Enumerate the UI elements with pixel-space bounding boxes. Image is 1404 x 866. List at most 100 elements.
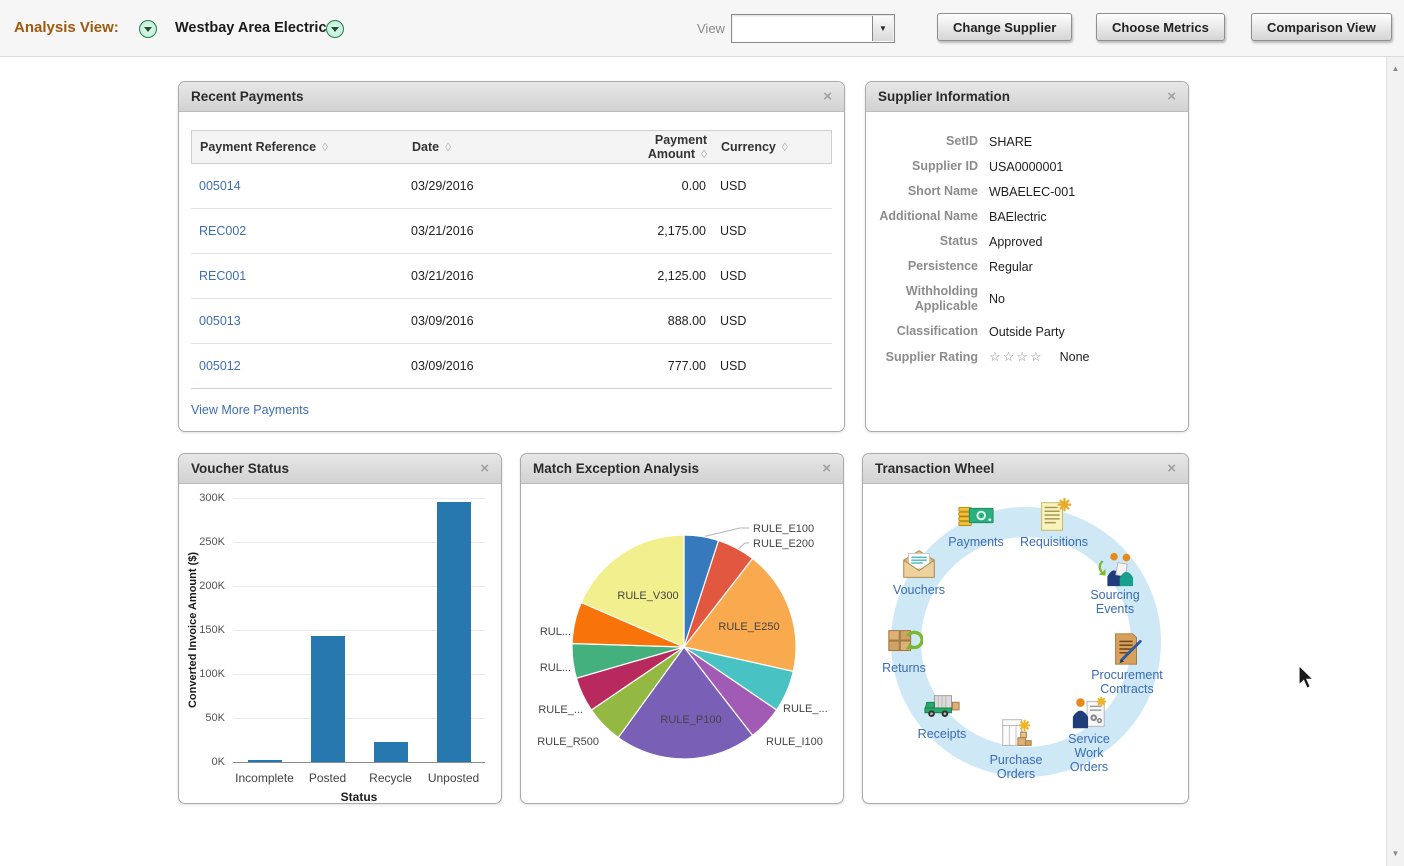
x-tick-label: Posted — [308, 771, 347, 785]
gridline — [233, 630, 485, 631]
voucher-status-header: Voucher Status × — [179, 454, 501, 484]
sort-icon[interactable]: ◊ — [322, 140, 328, 154]
wheel-item-purchase-orders[interactable]: Purchase Orders — [974, 715, 1058, 781]
view-select-arrow-icon[interactable]: ▼ — [872, 16, 893, 41]
wheel-item-label[interactable]: Sourcing Events — [1090, 588, 1140, 616]
field-label: Status — [939, 234, 978, 248]
pie-slice-5[interactable] — [617, 646, 754, 760]
pie-chart: RULE_E100 RULE_E200 RULE_E250 RULE_... RULE_… — [537, 523, 828, 760]
pie-slice-10[interactable] — [580, 534, 685, 648]
column-header-ref: Payment Reference ◊ — [200, 140, 328, 154]
gridline — [233, 542, 485, 543]
pie-slice-label: RULE_V300 — [617, 590, 678, 602]
wheel-item-label[interactable]: Returns — [882, 661, 926, 675]
wheel-item-returns[interactable]: Returns — [862, 623, 946, 675]
info-field: Short Name WBAELEC-001 — [866, 184, 1176, 199]
y-tick-label: 100K — [199, 668, 225, 680]
sort-icon[interactable]: ◊ — [701, 147, 707, 161]
wheel-item-label[interactable]: Service Work Orders — [1068, 732, 1110, 774]
close-icon[interactable]: × — [1167, 88, 1176, 105]
requisitions-icon — [1035, 497, 1073, 535]
wheel-item-requisitions[interactable]: Requisitions — [1002, 497, 1106, 549]
bar-incomplete — [247, 760, 282, 762]
sourcing-events-icon — [1096, 550, 1134, 588]
y-tick-label: 250K — [199, 536, 225, 548]
pie-slice-label: RULE_... — [538, 704, 583, 716]
wheel-item-label[interactable]: Requisitions — [1019, 535, 1089, 549]
table-row: REC001 03/21/2016 2,125.00 USD — [191, 254, 832, 299]
wheel-item-vouchers[interactable]: Vouchers — [874, 545, 964, 597]
payment-reference-link[interactable]: REC002 — [199, 224, 247, 238]
gridline — [233, 498, 485, 499]
transaction-wheel-panel: Transaction Wheel × Payments Requisitions… — [862, 453, 1189, 804]
comparison-view-button[interactable]: Comparison View — [1251, 13, 1392, 41]
close-icon[interactable]: × — [1167, 460, 1176, 477]
wheel-item-sourcing-events[interactable]: Sourcing Events — [1075, 550, 1155, 616]
payment-amount: 777.00 — [667, 359, 706, 373]
payment-reference-link[interactable]: 005013 — [199, 314, 241, 328]
payment-reference-link[interactable]: REC001 — [199, 269, 247, 283]
payments-table: Payment Reference ◊ Date ◊ Payment Amount ◊ Cu… — [191, 130, 832, 389]
pie-slice-label: RULE_E200 — [753, 538, 814, 550]
view-label: View — [697, 21, 725, 36]
match-exception-title: Match Exception Analysis — [533, 461, 700, 476]
wheel-item-label[interactable]: Procurement Contracts — [1091, 668, 1163, 696]
wheel-item-label[interactable]: Payments — [948, 535, 1004, 549]
bar-recycle — [373, 741, 408, 762]
transaction-wheel-header: Transaction Wheel × — [863, 454, 1188, 484]
payment-currency: USD — [720, 224, 747, 238]
payment-reference-link[interactable]: 005014 — [199, 179, 241, 193]
analysis-view-dropdown-icon[interactable] — [139, 20, 157, 38]
info-field: SetID SHARE — [866, 134, 1176, 149]
close-icon[interactable]: × — [822, 460, 831, 477]
wheel-item-procurement-contracts[interactable]: Procurement Contracts — [1075, 630, 1179, 696]
top-toolbar: Analysis View: Westbay Area Electric- Vi… — [0, 0, 1404, 57]
sort-icon[interactable]: ◊ — [445, 140, 452, 154]
sort-icon[interactable]: ◊ — [781, 140, 788, 154]
close-icon[interactable]: × — [823, 88, 832, 105]
pie-slice-label: RULE_E250 — [718, 621, 779, 633]
field-value: Outside Party — [989, 324, 1065, 339]
payment-reference-link[interactable]: 005012 — [199, 359, 241, 373]
field-label: SetID — [946, 134, 978, 148]
vouchers-icon — [900, 545, 938, 583]
change-supplier-button[interactable]: Change Supplier — [937, 13, 1073, 41]
view-select[interactable]: ▼ — [731, 14, 895, 43]
bar-chart-x-axis-title: Status — [340, 790, 378, 804]
recent-payments-title: Recent Payments — [191, 89, 304, 104]
pie-slice-label: RUL... — [540, 662, 571, 674]
field-label: Classification — [896, 324, 978, 338]
wheel-item-label[interactable]: Vouchers — [892, 583, 946, 597]
match-exception-chart: RULE_E100 RULE_E200 RULE_E250 RULE_... RULE_… — [521, 484, 843, 804]
analysis-view-label: Analysis View: — [14, 19, 119, 36]
supplier-dropdown-icon[interactable] — [326, 20, 344, 38]
gridline — [233, 586, 485, 587]
close-icon[interactable]: × — [480, 460, 489, 477]
wheel-item-payments[interactable]: Payments — [931, 497, 1021, 549]
pie-slice-2[interactable] — [682, 557, 797, 673]
choose-metrics-button[interactable]: Choose Metrics — [1096, 13, 1225, 41]
supplier-information-panel: Supplier Information × SetID SHARE Supplie… — [865, 81, 1189, 432]
supplier-information-title: Supplier Information — [878, 89, 1011, 104]
voucher-status-title: Voucher Status — [191, 461, 290, 476]
info-field: Additional Name BAElectric — [866, 209, 1176, 224]
field-label: Short Name — [907, 184, 978, 198]
rating-stars-icon: ☆☆☆☆ — [989, 349, 1044, 364]
wheel-item-label[interactable]: Purchase Orders — [989, 753, 1043, 781]
field-value: BAElectric — [989, 209, 1047, 224]
payment-date: 03/09/2016 — [411, 314, 474, 328]
view-more-payments-link[interactable]: View More Payments — [191, 403, 309, 417]
wheel-item-receipts[interactable]: Receipts — [900, 689, 984, 741]
procurement-contracts-icon — [1108, 630, 1146, 668]
field-value: No — [989, 292, 1005, 306]
wheel-item-service-work-orders[interactable]: Service Work Orders — [1057, 694, 1121, 774]
y-tick-label: 0K — [211, 756, 225, 768]
gridline — [233, 718, 485, 719]
field-label: Supplier ID — [912, 159, 978, 173]
vertical-scrollbar[interactable]: ▲ ▼ — [1386, 56, 1404, 866]
wheel-item-label[interactable]: Receipts — [917, 727, 967, 741]
x-tick-label: Recycle — [369, 771, 412, 785]
scroll-down-icon[interactable]: ▼ — [1391, 849, 1400, 858]
bar-unposted — [436, 502, 471, 762]
scroll-up-icon[interactable]: ▲ — [1391, 64, 1400, 73]
